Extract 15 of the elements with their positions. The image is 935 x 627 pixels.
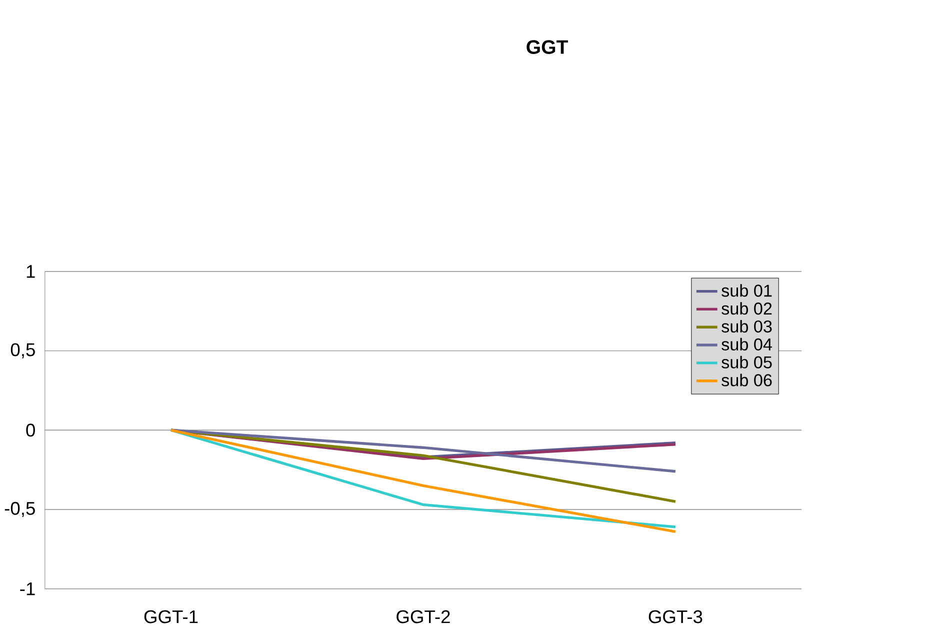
y-tick-label: 0 bbox=[26, 423, 35, 436]
y-tick-label: -0,5 bbox=[4, 502, 35, 517]
x-tick-label: GGT-1 bbox=[144, 610, 198, 624]
legend-label: sub 03 bbox=[722, 320, 772, 332]
y-tick-label: -1 bbox=[20, 582, 35, 595]
legend-label: sub 01 bbox=[722, 284, 772, 297]
x-tick-label: GGT-3 bbox=[648, 610, 702, 624]
legend-label: sub 06 bbox=[722, 374, 772, 386]
y-tick-label: 1 bbox=[26, 265, 35, 278]
y-tick-label: 0,5 bbox=[10, 343, 35, 358]
legend-label: sub 02 bbox=[722, 302, 772, 315]
legend-label: sub 04 bbox=[722, 338, 772, 350]
x-tick-label: GGT-2 bbox=[396, 610, 450, 624]
legend-label: sub 05 bbox=[722, 356, 772, 368]
chart-title: GGT bbox=[526, 40, 568, 54]
